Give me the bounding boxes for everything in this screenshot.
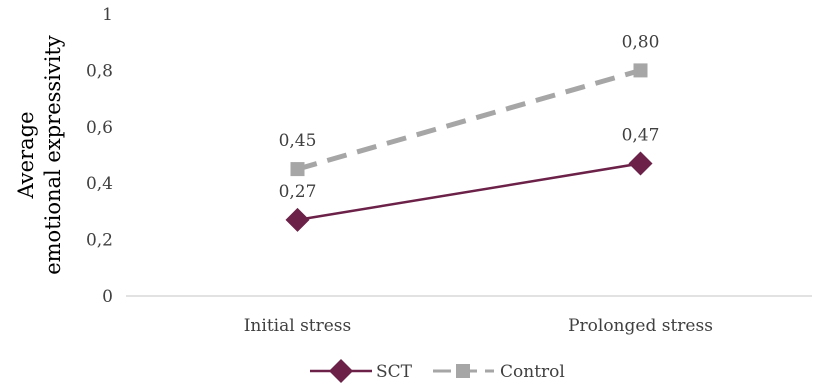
x-tick-label: Initial stress xyxy=(244,316,352,336)
y-axis-title: Average emotional expressivity xyxy=(14,35,65,275)
data-point-sct xyxy=(629,151,653,175)
data-label-control: 0,80 xyxy=(622,32,660,52)
data-label-control: 0,45 xyxy=(279,131,317,151)
series-layer: 0,45 0,80 0,27 0,47 xyxy=(279,32,660,231)
y-axis-ticks: 0 0,2 0,4 0,6 0,8 1 xyxy=(86,5,113,307)
series-line-control xyxy=(298,70,641,169)
legend-marker-control xyxy=(456,364,470,378)
y-tick-label: 0 xyxy=(102,287,113,307)
series-control: 0,45 0,80 xyxy=(279,32,660,176)
y-axis-title-line-2: emotional expressivity xyxy=(41,35,65,275)
legend-marker-sct xyxy=(329,359,353,383)
data-point-control xyxy=(291,162,305,176)
data-point-sct xyxy=(286,208,310,232)
y-tick-label: 0,4 xyxy=(86,174,113,194)
legend-label-control: Control xyxy=(500,362,565,382)
y-tick-label: 0,6 xyxy=(86,118,113,138)
x-axis-ticks: Initial stress Prolonged stress xyxy=(244,316,713,336)
series-sct: 0,27 0,47 xyxy=(279,125,660,231)
data-label-sct: 0,47 xyxy=(622,125,660,145)
legend-label-sct: SCT xyxy=(376,362,413,382)
legend: SCT Control xyxy=(310,359,565,383)
y-tick-label: 0,8 xyxy=(86,61,113,81)
y-tick-label: 1 xyxy=(102,5,113,25)
y-axis-title-line-1: Average xyxy=(14,111,38,199)
series-line-sct xyxy=(298,163,641,219)
data-point-control xyxy=(634,63,648,77)
y-tick-label: 0,2 xyxy=(86,231,113,251)
data-label-sct: 0,27 xyxy=(279,182,317,202)
x-tick-label: Prolonged stress xyxy=(568,316,713,336)
